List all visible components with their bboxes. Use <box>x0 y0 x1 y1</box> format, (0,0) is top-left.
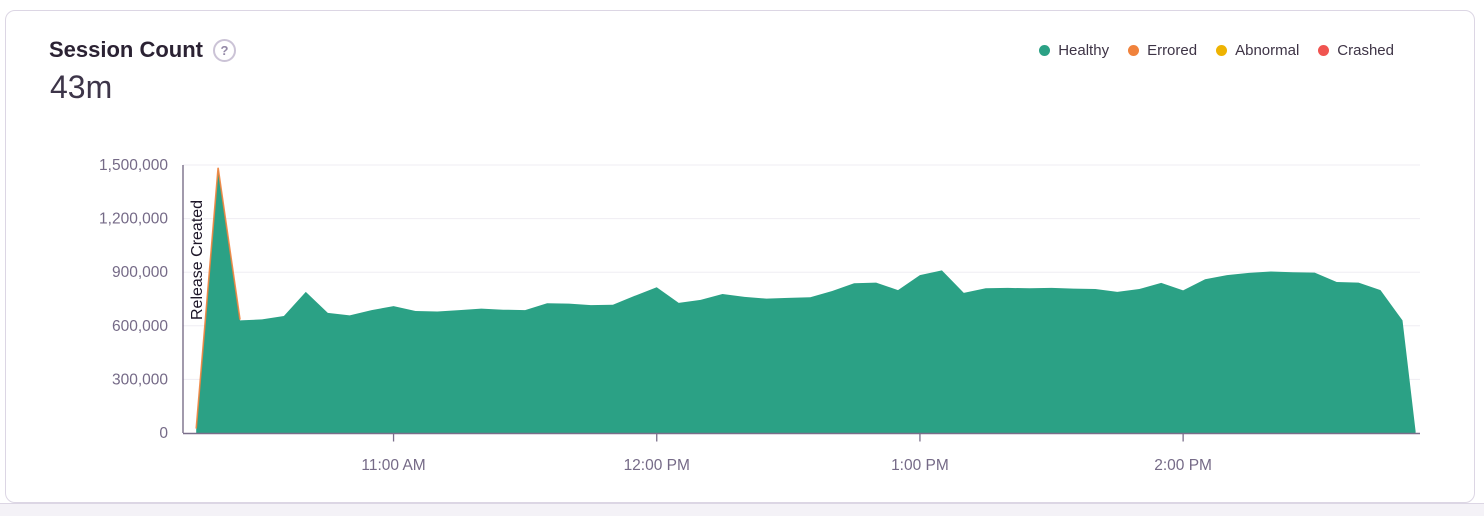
legend-dot-healthy <box>1039 45 1051 56</box>
errored-line-series[interactable] <box>195 167 241 429</box>
legend-item-healthy[interactable]: Healthy <box>1039 42 1109 59</box>
next-panel-edge <box>0 503 1484 516</box>
legend-dot-abnormal <box>1216 45 1228 56</box>
release-line-label: Release Created <box>189 200 206 320</box>
legend-label: Errored <box>1147 42 1198 59</box>
y-axis-label: 1,200,000 <box>99 211 168 228</box>
y-axis-label: 0 <box>159 425 168 442</box>
x-axis-label: 12:00 PM <box>624 457 690 474</box>
session-total-value: 43m <box>50 69 113 105</box>
page-title: Session Count <box>49 37 204 62</box>
x-axis-label: 11:00 AM <box>361 457 425 474</box>
healthy-area-series[interactable] <box>196 168 1416 433</box>
card-header: Session Count ? <box>49 37 237 63</box>
legend-item-abnormal[interactable]: Abnormal <box>1216 42 1299 59</box>
help-icon[interactable]: ? <box>213 38 237 62</box>
chart-legend: Healthy Errored Abnormal Crashed <box>1039 42 1394 59</box>
legend-item-crashed[interactable]: Crashed <box>1318 42 1394 59</box>
legend-dot-crashed <box>1318 45 1330 56</box>
legend-dot-errored <box>1128 45 1140 56</box>
x-axis-label: 1:00 PM <box>891 457 949 474</box>
legend-label: Abnormal <box>1235 42 1300 59</box>
y-axis-label: 600,000 <box>112 318 168 335</box>
y-axis-label: 300,000 <box>112 371 168 388</box>
legend-label: Crashed <box>1337 42 1394 59</box>
legend-label: Healthy <box>1058 42 1110 59</box>
x-axis-label: 2:00 PM <box>1154 457 1212 474</box>
y-axis-label: 900,000 <box>112 264 168 281</box>
legend-item-errored[interactable]: Errored <box>1128 42 1197 59</box>
y-axis-label: 1,500,000 <box>99 157 168 174</box>
